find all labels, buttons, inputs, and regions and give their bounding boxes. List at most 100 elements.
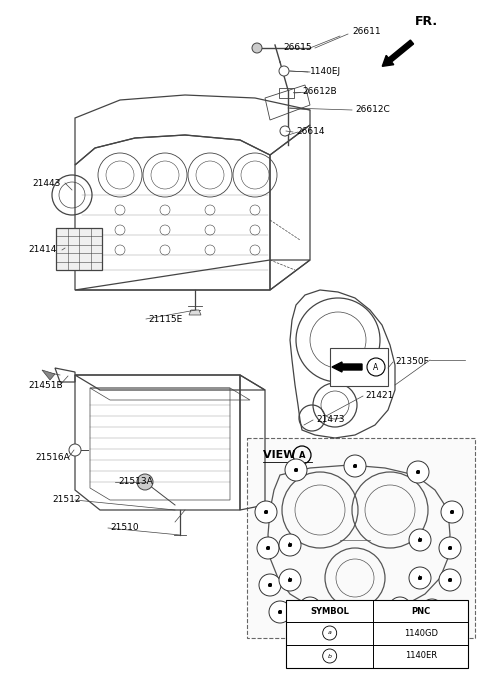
Bar xyxy=(56,228,102,270)
Circle shape xyxy=(279,66,289,76)
FancyArrow shape xyxy=(332,362,362,372)
Text: 26612C: 26612C xyxy=(355,105,390,114)
Bar xyxy=(330,348,388,386)
Circle shape xyxy=(285,459,307,481)
Text: a: a xyxy=(448,545,452,551)
Circle shape xyxy=(255,501,277,523)
Text: 1140EJ: 1140EJ xyxy=(310,68,341,76)
Circle shape xyxy=(378,616,382,620)
Circle shape xyxy=(407,461,429,483)
Text: a: a xyxy=(294,467,298,473)
Text: A: A xyxy=(299,450,305,460)
Text: 26614: 26614 xyxy=(296,128,324,137)
Polygon shape xyxy=(42,370,55,380)
Text: a: a xyxy=(448,577,452,583)
Text: 21510: 21510 xyxy=(110,523,139,533)
Circle shape xyxy=(344,455,366,477)
Circle shape xyxy=(439,569,461,591)
Text: 21115E: 21115E xyxy=(148,316,182,324)
Circle shape xyxy=(294,468,298,472)
Text: 1140ER: 1140ER xyxy=(405,652,437,660)
Circle shape xyxy=(369,607,391,629)
Text: 21516A: 21516A xyxy=(35,454,70,462)
Text: b: b xyxy=(328,654,332,658)
Circle shape xyxy=(328,616,332,620)
Circle shape xyxy=(439,537,461,559)
Text: b: b xyxy=(418,537,422,543)
Text: 26611: 26611 xyxy=(352,28,381,37)
Circle shape xyxy=(448,546,452,550)
Text: a: a xyxy=(266,545,270,551)
Text: 21350F: 21350F xyxy=(395,358,429,366)
Circle shape xyxy=(409,529,431,551)
FancyArrow shape xyxy=(382,40,414,66)
Circle shape xyxy=(299,597,321,619)
Text: A: A xyxy=(373,362,379,372)
Text: 21421: 21421 xyxy=(365,391,394,400)
Circle shape xyxy=(280,126,290,136)
Text: a: a xyxy=(268,582,272,588)
Text: FR.: FR. xyxy=(415,15,438,28)
Circle shape xyxy=(448,578,452,582)
Text: SYMBOL: SYMBOL xyxy=(310,606,349,616)
Text: PNC: PNC xyxy=(411,606,430,616)
Circle shape xyxy=(430,608,434,612)
Circle shape xyxy=(418,538,422,542)
Text: 21512: 21512 xyxy=(52,496,81,504)
Circle shape xyxy=(279,569,301,591)
Text: VIEW: VIEW xyxy=(263,450,300,460)
Circle shape xyxy=(252,43,262,53)
Circle shape xyxy=(409,567,431,589)
Circle shape xyxy=(268,583,272,587)
Bar xyxy=(279,88,294,98)
Text: a: a xyxy=(278,609,282,615)
Text: a: a xyxy=(353,463,357,469)
Text: b: b xyxy=(308,605,312,611)
Text: b: b xyxy=(418,575,422,581)
Text: b: b xyxy=(288,577,292,583)
Text: a: a xyxy=(308,615,312,621)
Text: a: a xyxy=(450,509,454,515)
Text: 26612B: 26612B xyxy=(302,87,336,97)
Text: b: b xyxy=(398,605,402,611)
Circle shape xyxy=(137,474,153,490)
Text: b: b xyxy=(328,615,332,621)
Circle shape xyxy=(398,606,402,610)
Text: 21443: 21443 xyxy=(32,178,60,187)
Polygon shape xyxy=(189,310,201,315)
Circle shape xyxy=(421,599,443,621)
Text: a: a xyxy=(328,631,332,635)
Circle shape xyxy=(319,607,341,629)
Circle shape xyxy=(308,616,312,620)
Text: 21473: 21473 xyxy=(316,416,345,425)
Circle shape xyxy=(450,510,454,514)
Bar xyxy=(286,600,468,668)
Text: 1140GD: 1140GD xyxy=(404,629,438,637)
Circle shape xyxy=(398,616,402,620)
Text: b: b xyxy=(288,542,292,548)
Circle shape xyxy=(389,607,411,629)
Text: b: b xyxy=(378,615,382,621)
Circle shape xyxy=(257,537,279,559)
Circle shape xyxy=(389,597,411,619)
Circle shape xyxy=(353,464,357,468)
Circle shape xyxy=(269,601,291,623)
Circle shape xyxy=(279,534,301,556)
Circle shape xyxy=(416,470,420,474)
Circle shape xyxy=(288,543,292,547)
Text: a: a xyxy=(416,469,420,475)
Text: a: a xyxy=(264,509,268,515)
Circle shape xyxy=(441,501,463,523)
Circle shape xyxy=(259,574,281,596)
Text: a: a xyxy=(430,607,434,613)
Text: 21451B: 21451B xyxy=(28,381,62,389)
Circle shape xyxy=(288,578,292,582)
Bar xyxy=(247,438,475,638)
Circle shape xyxy=(299,607,321,629)
Circle shape xyxy=(69,444,81,456)
Circle shape xyxy=(266,546,270,550)
Circle shape xyxy=(278,610,282,614)
Circle shape xyxy=(264,510,268,514)
Text: 21513A: 21513A xyxy=(118,477,153,487)
Text: 26615: 26615 xyxy=(283,43,312,53)
